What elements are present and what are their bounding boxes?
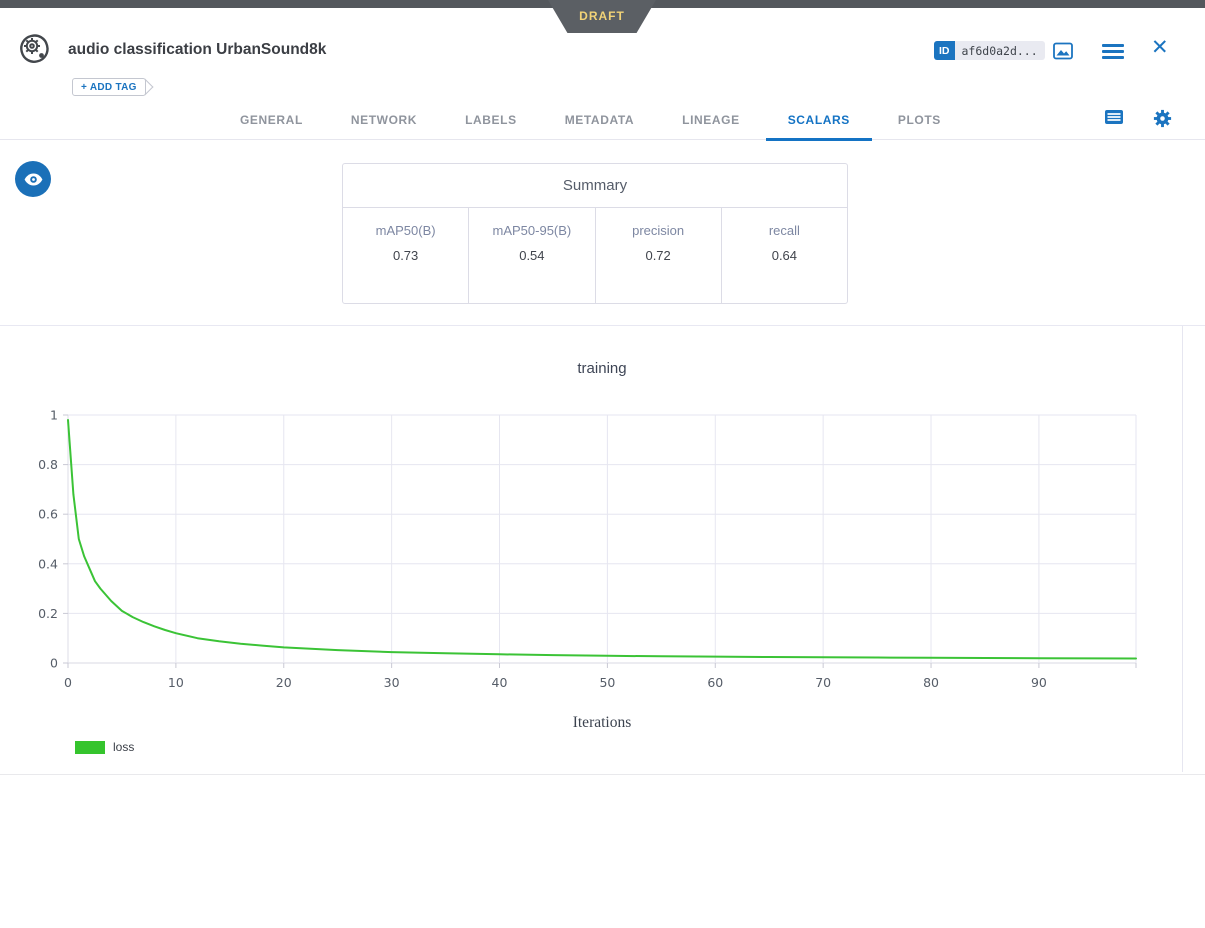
svg-text:0.8: 0.8 [38,457,58,472]
experiment-id-badge[interactable]: ID af6d0a2d... [934,41,1045,60]
svg-text:60: 60 [707,675,723,690]
tab-toolbar [1104,108,1173,134]
status-badge: DRAFT [579,8,625,23]
metric-map50b: mAP50(B) 0.73 [343,208,470,303]
svg-text:20: 20 [276,675,292,690]
summary-card: Summary mAP50(B) 0.73 mAP50-95(B) 0.54 p… [342,163,848,304]
tab-scalars[interactable]: SCALARS [764,100,874,141]
tab-bar: GENERAL NETWORK LABELS METADATA LINEAGE … [0,100,1205,141]
metric-map50-95b: mAP50-95(B) 0.54 [469,208,596,303]
id-label: ID [934,41,955,60]
svg-text:1: 1 [50,408,58,423]
training-chart-svg[interactable]: 0 10 20 30 40 50 60 70 80 90 0 0.2 0.4 0.6 0.8 1 [0,326,1183,772]
tab-metadata[interactable]: METADATA [564,113,635,127]
legend-label-loss: loss [113,740,135,754]
metric-value: 0.72 [645,248,671,264]
metric-value: 0.54 [519,248,545,264]
svg-text:0.6: 0.6 [38,507,58,522]
legend-item-loss[interactable]: loss [75,740,134,754]
svg-text:70: 70 [815,675,831,690]
legend-swatch-loss [75,740,105,754]
svg-text:40: 40 [492,675,508,690]
metric-label: recall [768,223,800,238]
tab-lineage[interactable]: LINEAGE [682,113,740,127]
visibility-eye-button[interactable] [15,161,51,197]
close-icon[interactable]: ✕ [1151,36,1169,59]
metric-label: mAP50-95(B) [492,223,572,238]
section-divider [0,325,1205,326]
summary-title: Summary [343,164,847,208]
table-view-icon[interactable] [1104,108,1124,134]
id-value[interactable]: af6d0a2d... [954,41,1045,60]
status-ribbon: DRAFT [548,0,656,33]
tab-plots[interactable]: PLOTS [897,113,941,127]
metric-value: 0.64 [771,248,798,264]
tab-network[interactable]: NETWORK [350,113,418,127]
svg-text:30: 30 [384,675,400,690]
svg-text:10: 10 [168,675,184,690]
summary-metrics: mAP50(B) 0.73 mAP50-95(B) 0.54 precision… [343,208,847,303]
svg-text:0.2: 0.2 [38,606,58,621]
chart-title: training [577,360,627,377]
tab-labels[interactable]: LABELS [465,113,517,127]
tab-list: GENERAL NETWORK LABELS METADATA LINEAGE … [216,100,965,141]
eye-icon [24,173,42,185]
scalar-chart-card[interactable]: 0 10 20 30 40 50 60 70 80 90 0 0.2 0.4 0.6 0.8 1 traini… [0,326,1183,772]
page-title: audio classification UrbanSound8k [68,41,327,58]
bottom-divider [0,774,1205,775]
add-tag-label: + ADD TAG [72,78,146,96]
settings-gear-icon[interactable] [1152,108,1173,134]
svg-text:0.4: 0.4 [38,556,58,571]
metric-value: 0.73 [392,248,419,264]
metric-recall: recall 0.64 [722,208,847,303]
add-tag-button[interactable]: + ADD TAG [72,78,154,96]
metric-label: precision [632,223,685,238]
metric-precision: precision 0.72 [596,208,722,303]
menu-icon[interactable] [1102,44,1124,62]
svg-text:0: 0 [50,656,58,671]
experiment-icon [16,30,54,73]
svg-text:80: 80 [923,675,939,690]
chart-xaxis-label: Iterations [572,714,632,731]
metric-label: mAP50(B) [375,223,436,238]
image-icon[interactable] [1053,42,1073,65]
svg-text:0: 0 [64,675,72,690]
svg-text:90: 90 [1031,675,1047,690]
svg-text:50: 50 [599,675,615,690]
tab-general[interactable]: GENERAL [240,113,303,127]
